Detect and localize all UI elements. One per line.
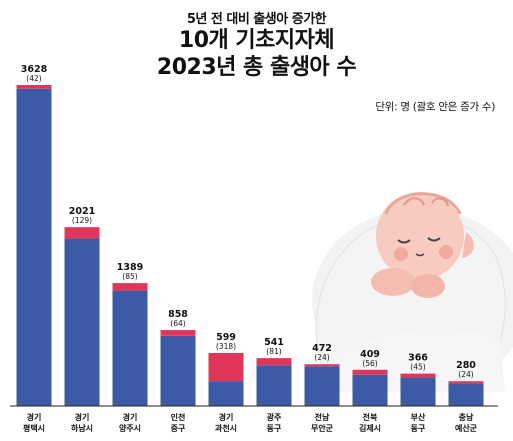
category-label-city: 예산군	[455, 423, 478, 433]
bar-base	[400, 377, 436, 406]
category-label-city: 과천시	[215, 423, 237, 433]
increase-label: (64)	[170, 319, 185, 328]
category-label-city: 동구	[411, 424, 426, 433]
bar-increase	[208, 353, 244, 382]
bar-increase	[448, 381, 484, 384]
category-label-city: 동구	[267, 424, 282, 433]
value-label: 366	[408, 353, 428, 364]
category-label-region: 경기	[27, 412, 42, 422]
increase-label: (318)	[216, 342, 236, 351]
category-label-city: 무안군	[311, 423, 334, 433]
bar-base	[112, 290, 148, 406]
value-label: 599	[216, 332, 236, 343]
bar-base	[208, 381, 244, 406]
value-label: 1389	[117, 262, 143, 273]
value-label: 3628	[21, 64, 48, 75]
increase-label: (45)	[410, 363, 425, 372]
category-label-region: 경기	[219, 412, 234, 422]
bar-increase	[400, 373, 436, 378]
bar-increase	[16, 85, 52, 89]
category-label-city: 양주시	[119, 423, 141, 433]
increase-label: (81)	[266, 347, 281, 356]
chart-title-line-1: 10개 기초지자체	[178, 28, 335, 53]
category-label-city: 평택시	[23, 423, 45, 433]
chart-header: 5년 전 대비 출생아 증가한 10개 기초지자체 2023년 총 출생아 수	[0, 8, 513, 81]
bar-increase	[256, 358, 292, 366]
increase-label: (129)	[72, 216, 92, 225]
value-label: 858	[168, 309, 188, 320]
bar-base	[64, 238, 100, 406]
bar-base	[256, 365, 292, 406]
bar-increase	[64, 227, 100, 239]
bar-increase	[304, 364, 340, 367]
value-label: 472	[312, 343, 332, 354]
bar-base	[16, 88, 52, 406]
value-label: 409	[360, 349, 380, 360]
unit-note: 단위: 명 (괄호 안은 증가 수)	[375, 101, 495, 113]
category-label-region: 부산	[411, 412, 426, 422]
bar-increase	[160, 330, 196, 336]
value-label: 280	[456, 360, 476, 371]
category-label-city: 김제시	[359, 423, 381, 433]
increase-label: (85)	[122, 272, 137, 281]
increase-label: (24)	[314, 353, 329, 362]
category-label-region: 전남	[315, 412, 330, 422]
bar-increase	[352, 369, 388, 375]
bar-base	[304, 366, 340, 406]
bar-base	[448, 383, 484, 406]
bar-base	[352, 374, 388, 406]
category-label-region: 광주	[267, 412, 282, 422]
chart-title-line-2: 2023년 총 출생아 수	[156, 55, 357, 80]
category-label-city: 중구	[171, 424, 186, 433]
value-label: 541	[264, 337, 284, 348]
category-label-region: 충남	[459, 412, 474, 422]
category-label-region: 경기	[75, 412, 90, 422]
category-label-region: 전북	[363, 412, 378, 422]
increase-label: (24)	[458, 370, 473, 379]
category-label-city: 하남시	[71, 423, 93, 433]
bar-base	[160, 335, 196, 406]
increase-label: (56)	[362, 359, 377, 368]
category-label-region: 인천	[171, 412, 186, 422]
increase-label: (42)	[26, 74, 41, 83]
category-label-region: 경기	[123, 412, 138, 422]
value-label: 2021	[69, 206, 95, 217]
chart-subtitle: 5년 전 대비 출생아 증가한	[186, 12, 327, 27]
bar-increase	[112, 283, 148, 291]
